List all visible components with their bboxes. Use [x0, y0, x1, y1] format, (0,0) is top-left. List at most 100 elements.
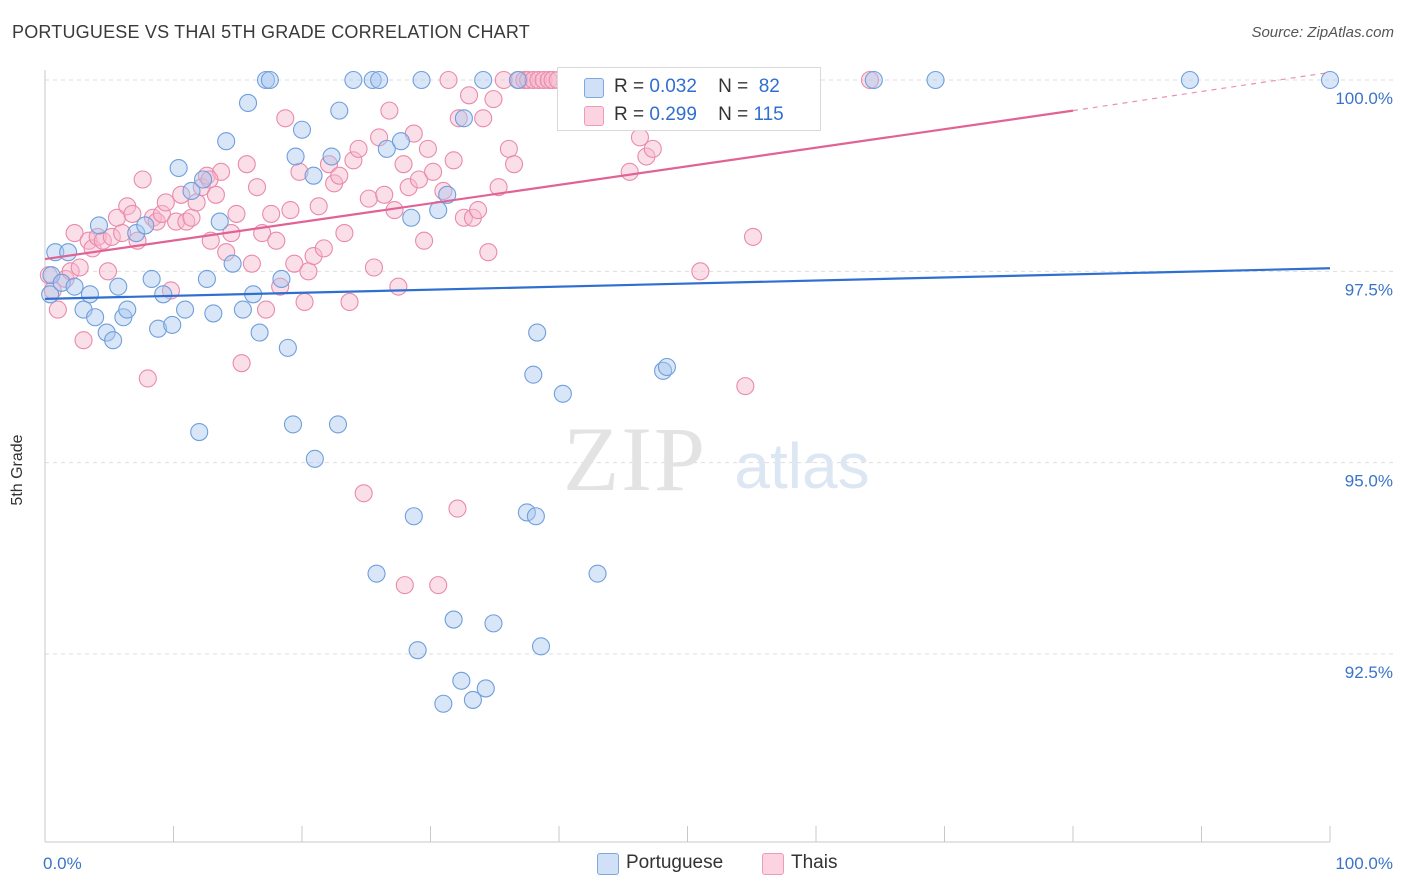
legend-n-label: N =: [718, 104, 749, 125]
data-point-thais: [200, 170, 219, 189]
data-point-portuguese: [109, 277, 128, 296]
x-tick-label: 0.0%: [43, 854, 82, 873]
data-point-thais: [299, 262, 318, 281]
data-point-thais: [389, 277, 408, 296]
bottom-legend-label-thais: Thais: [791, 852, 838, 873]
data-point-thais: [620, 162, 639, 181]
data-point-portuguese: [80, 285, 100, 304]
data-point-thais: [743, 227, 763, 246]
data-point-thais: [227, 204, 246, 223]
data-point-portuguese: [223, 254, 242, 273]
x-tick-label: 100.0%: [1335, 854, 1393, 873]
y-tick-label: 95.0%: [1345, 472, 1393, 491]
data-point-portuguese: [169, 158, 188, 178]
data-point-portuguese: [438, 185, 457, 204]
data-point-portuguese: [292, 120, 312, 139]
bottom-legend-swatch-thais: [762, 853, 784, 875]
tick-labels: 92.5% 95.0% 97.5% 100.0% 0.0% 100.0%: [43, 89, 1393, 873]
trend-layer: [44, 71, 1331, 300]
data-point-portuguese: [233, 300, 252, 319]
data-point-portuguese: [528, 323, 547, 342]
data-point-thais: [330, 166, 349, 185]
data-point-portuguese: [260, 70, 279, 90]
data-point-portuguese: [363, 70, 382, 90]
data-point-thais: [499, 139, 518, 158]
data-point-portuguese: [283, 415, 303, 434]
data-point-thais: [444, 151, 463, 170]
data-point-thais: [449, 109, 468, 128]
data-point-thais: [172, 185, 191, 204]
data-point-thais: [429, 576, 448, 595]
data-point-thais: [354, 484, 373, 503]
data-point-portuguese: [657, 357, 676, 377]
data-point-portuguese: [142, 269, 161, 289]
data-point-portuguese: [476, 679, 495, 698]
data-point-thais: [267, 231, 286, 250]
data-point-portuguese: [408, 641, 427, 660]
data-point-thais: [479, 243, 498, 262]
data-point-thais: [281, 201, 300, 220]
data-point-thais: [247, 178, 267, 197]
data-point-thais: [474, 109, 493, 128]
data-point-portuguese: [304, 166, 323, 185]
data-point-thais: [424, 162, 443, 181]
data-point-thais: [380, 101, 399, 120]
data-point-portuguese: [1180, 70, 1199, 90]
data-point-portuguese: [149, 319, 168, 338]
y-tick-label: 92.5%: [1345, 663, 1393, 682]
legend-n-value: 115: [753, 104, 784, 125]
data-point-thais: [399, 178, 418, 197]
data-point-portuguese: [256, 70, 276, 90]
data-point-portuguese: [250, 323, 269, 342]
legend-n-label: N =: [718, 76, 749, 97]
data-point-thais: [156, 193, 175, 212]
data-point-portuguese: [404, 507, 423, 526]
axis-layer: [44, 70, 1331, 843]
data-point-portuguese: [370, 70, 389, 90]
data-point-portuguese: [197, 269, 216, 289]
legend-r-value: 0.032: [649, 76, 697, 97]
data-point-thais: [395, 576, 414, 595]
bottom-legend-swatch-portuguese: [597, 853, 619, 875]
data-point-portuguese: [182, 181, 201, 201]
data-point-portuguese: [286, 147, 305, 166]
data-point-portuguese: [926, 70, 945, 90]
watermark-atlas: atlas: [734, 430, 869, 502]
data-point-portuguese: [402, 208, 421, 227]
data-point-portuguese: [474, 70, 493, 90]
data-point-portuguese: [484, 614, 503, 633]
data-point-thais: [242, 254, 261, 273]
data-point-thais: [504, 155, 524, 174]
data-point-thais: [637, 147, 656, 166]
data-point-portuguese: [330, 101, 349, 120]
data-point-thais: [74, 331, 93, 350]
data-point-thais: [70, 258, 89, 277]
data-point-thais: [271, 277, 290, 296]
data-point-thais: [123, 204, 142, 223]
data-point-portuguese: [463, 690, 482, 709]
data-point-thais: [494, 70, 513, 90]
data-point-thais: [237, 155, 256, 174]
data-point-portuguese: [344, 70, 363, 90]
series-portuguese: [41, 70, 1340, 713]
legend-r-label: R =: [614, 104, 645, 125]
data-point-portuguese: [531, 637, 551, 656]
data-point-thais: [484, 90, 503, 109]
data-point-thais: [98, 262, 118, 281]
data-point-thais: [335, 224, 354, 243]
data-point-thais: [295, 292, 314, 311]
data-point-portuguese: [305, 449, 324, 468]
source-label: Source: ZipAtlas.com: [1251, 24, 1394, 41]
data-point-thais: [276, 109, 295, 128]
data-point-portuguese: [104, 331, 123, 350]
bottom-legend-label-portuguese: Portuguese: [626, 852, 724, 873]
data-point-portuguese: [412, 70, 431, 90]
data-point-portuguese: [210, 212, 229, 231]
data-point-thais: [232, 354, 251, 373]
data-point-portuguese: [278, 338, 297, 357]
data-point-thais: [304, 246, 323, 266]
data-point-portuguese: [136, 216, 155, 235]
data-point-portuguese: [97, 323, 116, 342]
data-point-thais: [167, 212, 186, 231]
